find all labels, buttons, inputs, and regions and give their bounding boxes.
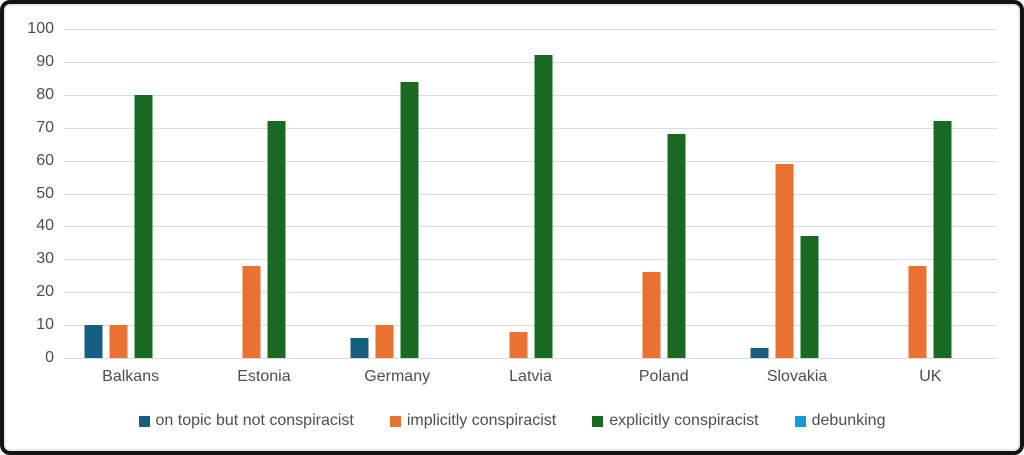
gridline bbox=[64, 325, 997, 327]
category-label-germany: Germany bbox=[364, 368, 431, 385]
legend-item-on-topic-but-not-conspiracist: on topic but not conspiracist bbox=[138, 412, 354, 430]
x-axis-category-labels: Balkans Estonia Germany Latvia Poland Slovaki… bbox=[64, 368, 997, 390]
bar-slovakia-on-topic-but-not-conspiracist bbox=[750, 348, 769, 358]
gridline bbox=[64, 358, 997, 359]
gridline bbox=[64, 160, 997, 162]
bar-group-latvia bbox=[484, 29, 577, 358]
y-axis-tick-label: 90 bbox=[36, 52, 54, 70]
bar-group-balkans bbox=[84, 29, 177, 358]
category-label-estonia: Estonia bbox=[237, 368, 291, 385]
y-axis-tick-label: 40 bbox=[36, 217, 54, 235]
y-axis-tick-label: 100 bbox=[27, 20, 54, 37]
legend: on topic but not conspiracist implicitly … bbox=[4, 412, 1020, 430]
bar-germany-implicitly-conspiracist bbox=[375, 325, 394, 358]
gridline bbox=[64, 127, 997, 129]
category-label-uk: UK bbox=[919, 368, 942, 385]
bar-balkans-explicitly-conspiracist bbox=[134, 94, 153, 358]
bar-slovakia-implicitly-conspiracist bbox=[775, 163, 794, 358]
legend-swatch-icon bbox=[389, 415, 401, 427]
gridline bbox=[64, 259, 997, 261]
y-axis-tick-label: 20 bbox=[36, 283, 54, 301]
gridline bbox=[64, 29, 997, 30]
legend-label: implicitly conspiracist bbox=[406, 412, 557, 429]
legend-label: explicitly conspiracist bbox=[609, 412, 759, 429]
legend-swatch-icon bbox=[138, 415, 150, 427]
legend-label: debunking bbox=[811, 412, 886, 429]
y-axis-tick-label: 50 bbox=[36, 184, 54, 202]
bar-slovakia-explicitly-conspiracist bbox=[800, 236, 819, 358]
gridline bbox=[64, 226, 997, 228]
bar-group-slovakia bbox=[750, 29, 844, 358]
bar-group-poland bbox=[617, 29, 710, 358]
legend-swatch-icon bbox=[592, 415, 604, 427]
y-axis-tick-label: 80 bbox=[36, 85, 54, 103]
bar-group-germany bbox=[350, 29, 444, 358]
y-axis-tick-label: 30 bbox=[36, 250, 54, 268]
legend-swatch-icon bbox=[794, 415, 806, 427]
legend-item-implicitly-conspiracist: implicitly conspiracist bbox=[389, 412, 557, 430]
bar-uk-implicitly-conspiracist bbox=[908, 265, 927, 358]
bar-balkans-on-topic-but-not-conspiracist bbox=[84, 325, 103, 358]
y-axis-tick-label: 60 bbox=[36, 151, 54, 169]
gridline bbox=[64, 292, 997, 294]
gridline bbox=[64, 94, 997, 96]
gridline bbox=[64, 61, 997, 63]
y-axis-tick-label: 0 bbox=[45, 349, 54, 366]
bar-poland-explicitly-conspiracist bbox=[667, 134, 686, 358]
bar-estonia-implicitly-conspiracist bbox=[242, 265, 261, 358]
plot-area bbox=[64, 29, 997, 359]
bar-poland-implicitly-conspiracist bbox=[642, 272, 661, 358]
bar-germany-explicitly-conspiracist bbox=[400, 81, 419, 358]
bar-group-estonia bbox=[217, 29, 310, 358]
y-axis-tick-label: 70 bbox=[36, 118, 54, 136]
gridline bbox=[64, 193, 997, 195]
legend-item-explicitly-conspiracist: explicitly conspiracist bbox=[592, 412, 759, 430]
bar-germany-on-topic-but-not-conspiracist bbox=[350, 338, 369, 358]
y-axis-tick-label: 10 bbox=[36, 316, 54, 334]
legend-item-debunking: debunking bbox=[794, 412, 886, 430]
bar-group-uk bbox=[884, 29, 977, 358]
bar-latvia-implicitly-conspiracist bbox=[509, 331, 527, 358]
category-label-balkans: Balkans bbox=[102, 368, 160, 385]
bar-balkans-implicitly-conspiracist bbox=[109, 325, 128, 358]
bar-estonia-explicitly-conspiracist bbox=[267, 121, 286, 358]
bar-uk-explicitly-conspiracist bbox=[933, 121, 952, 358]
category-label-latvia: Latvia bbox=[509, 368, 552, 385]
category-label-slovakia: Slovakia bbox=[766, 368, 828, 385]
bar-latvia-explicitly-conspiracist bbox=[534, 55, 552, 358]
legend-label: on topic but not conspiracist bbox=[155, 412, 354, 429]
category-label-poland: Poland bbox=[638, 368, 689, 385]
